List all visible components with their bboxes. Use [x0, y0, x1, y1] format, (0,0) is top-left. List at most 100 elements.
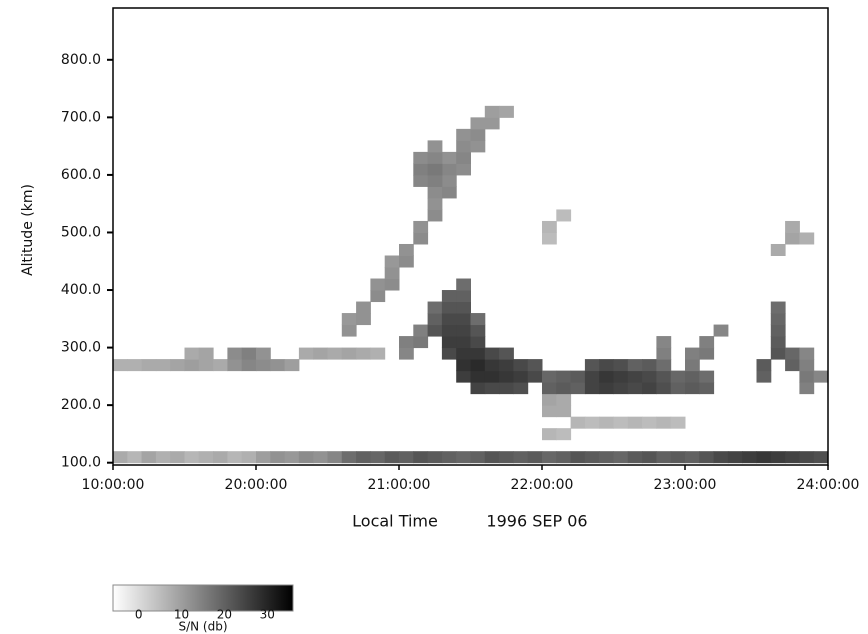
- echo-cell: [428, 198, 443, 210]
- echo-cell: [471, 140, 486, 152]
- echo-cell: [442, 313, 457, 325]
- echo-cell: [799, 451, 814, 463]
- echo-cell: [556, 209, 571, 221]
- echo-cell: [442, 175, 457, 187]
- echo-cell: [485, 371, 500, 383]
- echo-cell: [513, 359, 528, 371]
- echo-cell: [270, 359, 285, 371]
- echo-cell: [685, 371, 700, 383]
- echo-cell: [428, 175, 443, 187]
- echo-cell: [428, 313, 443, 325]
- y-tick-label: 700.0: [61, 109, 101, 125]
- echo-cell: [199, 359, 214, 371]
- echo-cell: [342, 348, 357, 360]
- echo-cell: [413, 163, 428, 175]
- echo-cell: [614, 359, 629, 371]
- echo-cell: [671, 371, 686, 383]
- echo-cell: [356, 313, 371, 325]
- echo-cell: [385, 267, 400, 279]
- echo-cell: [656, 336, 671, 348]
- echo-cell: [528, 371, 543, 383]
- echo-cell: [499, 451, 514, 463]
- echo-cell: [113, 359, 128, 371]
- echo-cell: [757, 359, 772, 371]
- echo-cell: [413, 221, 428, 233]
- echo-cell: [456, 290, 471, 302]
- echo-cell: [556, 371, 571, 383]
- echo-cell: [513, 371, 528, 383]
- x-tick-label: 24:00:00: [797, 477, 860, 493]
- echo-cell: [771, 302, 786, 314]
- echo-cell: [685, 359, 700, 371]
- echo-cell: [499, 371, 514, 383]
- echo-cell: [456, 325, 471, 337]
- echo-cell: [442, 325, 457, 337]
- echo-cell: [256, 348, 271, 360]
- echo-cell: [656, 348, 671, 360]
- echo-cell: [656, 417, 671, 429]
- echo-cell: [585, 451, 600, 463]
- echo-cell: [442, 186, 457, 198]
- y-tick-label: 100.0: [61, 455, 101, 471]
- colorbar-tick-label: 0: [135, 608, 143, 622]
- echo-cell: [628, 359, 643, 371]
- echo-cell: [656, 371, 671, 383]
- echo-cell: [127, 451, 142, 463]
- echo-cell: [413, 232, 428, 244]
- x-tick-label: 23:00:00: [654, 477, 717, 493]
- echo-cell: [170, 451, 185, 463]
- echo-cell: [785, 451, 800, 463]
- echo-cell: [485, 451, 500, 463]
- echo-cell: [370, 290, 385, 302]
- echo-cell: [571, 382, 586, 394]
- echo-cell: [699, 382, 714, 394]
- echo-cell: [542, 394, 557, 406]
- echo-cell: [142, 359, 157, 371]
- echo-cell: [413, 451, 428, 463]
- echo-cell: [356, 451, 371, 463]
- echo-cell: [628, 382, 643, 394]
- echo-cell: [328, 348, 343, 360]
- echo-cell: [442, 163, 457, 175]
- echo-cell: [471, 325, 486, 337]
- echo-cell: [699, 336, 714, 348]
- echo-cell: [542, 451, 557, 463]
- echo-cell: [771, 244, 786, 256]
- echo-cell: [185, 451, 200, 463]
- echo-cell: [199, 451, 214, 463]
- echo-cell: [242, 359, 257, 371]
- echo-cell: [585, 371, 600, 383]
- echo-cell: [471, 348, 486, 360]
- echo-cell: [499, 348, 514, 360]
- echo-cell: [714, 451, 729, 463]
- echo-cell: [799, 382, 814, 394]
- x-axis-label: Local Time: [352, 512, 438, 531]
- echo-cell: [757, 451, 772, 463]
- echo-cell: [299, 451, 314, 463]
- echo-cell: [456, 451, 471, 463]
- echo-cell: [599, 382, 614, 394]
- echo-cell: [571, 417, 586, 429]
- echo-cell: [599, 359, 614, 371]
- echo-cell: [542, 371, 557, 383]
- echo-cell: [385, 451, 400, 463]
- echo-cell: [313, 451, 328, 463]
- echo-cell: [642, 382, 657, 394]
- echo-cell: [614, 371, 629, 383]
- colorbar-label: S/N (db): [178, 620, 227, 634]
- colorbar-tick-label: 10: [174, 608, 189, 622]
- echo-cell: [456, 313, 471, 325]
- echo-cell: [485, 382, 500, 394]
- echo-cell: [542, 428, 557, 440]
- echo-cell: [256, 451, 271, 463]
- echo-cell: [671, 417, 686, 429]
- echo-cell: [814, 371, 829, 383]
- echo-cell: [428, 302, 443, 314]
- echo-cell: [699, 348, 714, 360]
- echo-cell: [442, 451, 457, 463]
- echo-cell: [413, 336, 428, 348]
- echo-cell: [456, 348, 471, 360]
- echo-cell: [385, 255, 400, 267]
- echo-cell: [656, 382, 671, 394]
- echo-cell: [442, 302, 457, 314]
